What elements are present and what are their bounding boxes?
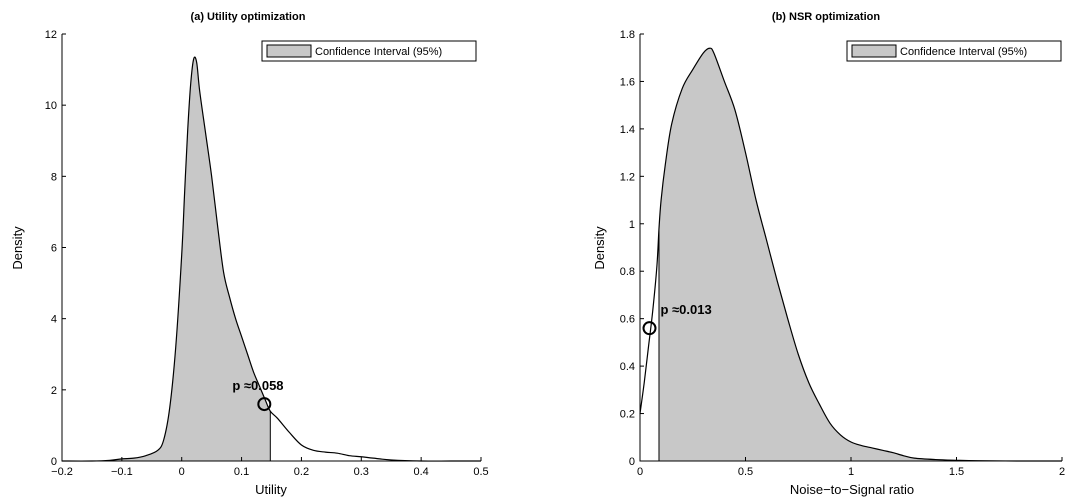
axes-frame xyxy=(61,34,481,462)
ci-shaded-area xyxy=(658,48,1062,462)
y-tick-label: 4 xyxy=(51,314,57,326)
x-tick-label: 2 xyxy=(1059,466,1065,478)
x-tick-label: 0.5 xyxy=(738,466,753,478)
x-tick-label: 1 xyxy=(848,466,854,478)
ci-shaded-area xyxy=(62,57,271,462)
x-tick-label: −0.2 xyxy=(51,466,73,478)
y-tick-label: 2 xyxy=(51,385,57,397)
density-curve xyxy=(61,56,481,462)
p-value-marker xyxy=(642,321,657,336)
y-tick-label: 0.2 xyxy=(620,409,635,421)
y-tick-label: 0.4 xyxy=(620,361,635,373)
p-value-marker xyxy=(257,397,272,412)
y-tick-label: 8 xyxy=(51,171,57,183)
legend-label: Confidence Interval (95%) xyxy=(900,46,1027,58)
legend-swatch xyxy=(266,44,312,58)
legend: Confidence Interval (95%) xyxy=(846,40,1062,62)
y-tick-label: 0.8 xyxy=(620,266,635,278)
density-curve xyxy=(639,47,1063,462)
y-tick-label: 0.6 xyxy=(620,314,635,326)
y-tick-label: 6 xyxy=(51,243,57,255)
p-value-label: p ≈0.058 xyxy=(232,378,283,393)
y-tick-label: 0 xyxy=(629,456,635,468)
y-axis-label: Density xyxy=(592,226,607,270)
x-tick-label: 0.5 xyxy=(473,466,488,478)
y-tick-label: 1 xyxy=(629,219,635,231)
x-tick-label: 0 xyxy=(179,466,185,478)
chart-title: (a) Utility optimization xyxy=(191,11,306,23)
y-tick-label: 1.2 xyxy=(620,171,635,183)
legend-box xyxy=(261,40,477,62)
y-tick-label: 1.4 xyxy=(620,124,635,136)
x-tick-label: 0 xyxy=(637,466,643,478)
x-tick-label: 0.4 xyxy=(413,466,428,478)
panel-utility: (a) Utility optimization Utility Density… xyxy=(10,11,489,497)
y-tick-label: 1.6 xyxy=(620,76,635,88)
x-tick-label: 1.5 xyxy=(949,466,964,478)
x-tick-label: −0.1 xyxy=(111,466,133,478)
y-tick-label: 12 xyxy=(45,29,57,41)
legend-swatch xyxy=(851,44,897,58)
y-tick-label: 0 xyxy=(51,456,57,468)
y-axis-label: Density xyxy=(10,226,25,270)
x-tick-label: 0.1 xyxy=(234,466,249,478)
p-value-label: p ≈0.013 xyxy=(660,302,711,317)
chart-title: (b) NSR optimization xyxy=(772,11,880,23)
x-axis-label: Utility xyxy=(255,482,287,497)
y-tick-label: 1.8 xyxy=(620,29,635,41)
x-tick-label: 0.3 xyxy=(354,466,369,478)
legend: Confidence Interval (95%) xyxy=(261,40,477,62)
x-axis-label: Noise−to−Signal ratio xyxy=(790,482,914,497)
legend-label: Confidence Interval (95%) xyxy=(315,46,442,58)
legend-box xyxy=(846,40,1062,62)
y-tick-label: 10 xyxy=(45,100,57,112)
panel-nsr: (b) NSR optimization Noise−to−Signal rat… xyxy=(592,11,1065,497)
x-tick-label: 0.2 xyxy=(294,466,309,478)
